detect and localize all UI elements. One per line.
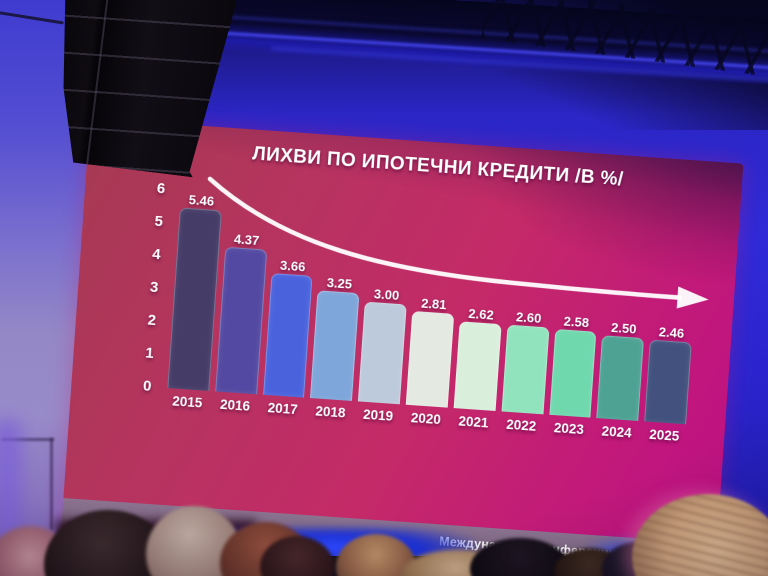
bar-2022: 2.60 2022 xyxy=(501,309,549,434)
bar-year-label: 2024 xyxy=(601,423,633,441)
speaker-panel-seam xyxy=(86,0,110,165)
y-tick-0: 0 xyxy=(142,377,153,395)
bar-year-label: 2022 xyxy=(505,416,537,434)
bar-2015: 5.46 2015 xyxy=(167,192,222,411)
bar-year-label: 2018 xyxy=(314,403,346,421)
bar-year-label: 2019 xyxy=(362,406,394,424)
bar-value-label: 4.37 xyxy=(233,231,260,248)
bar-series: 5.46 2015 4.37 2016 3.66 2017 3.25 2018 3.00 2019… xyxy=(167,191,700,444)
bar-value-label: 3.66 xyxy=(279,257,306,275)
bar-year-label: 2017 xyxy=(267,400,299,418)
bar-2018: 3.25 2018 xyxy=(310,275,360,421)
bar-2024: 2.50 2024 xyxy=(596,319,645,441)
bar-year-label: 2016 xyxy=(219,396,251,414)
bar-value-label: 3.00 xyxy=(373,286,400,303)
bar-2017: 3.66 2017 xyxy=(262,258,313,417)
bar-2025: 2.46 2025 xyxy=(644,324,692,444)
door-frame-side xyxy=(50,438,53,530)
bar-value-label: 3.25 xyxy=(326,274,353,292)
bar-2021: 2.62 2021 xyxy=(453,305,502,431)
y-tick-5: 5 xyxy=(154,212,164,231)
bar-2020: 2.81 2020 xyxy=(405,296,455,427)
bar-year-label: 2023 xyxy=(553,420,585,438)
bar-value-label: 2.58 xyxy=(563,313,590,331)
bar-year-label: 2015 xyxy=(171,393,203,411)
bar-value-label: 2.60 xyxy=(515,309,542,327)
bar-2016: 4.37 2016 xyxy=(215,231,267,414)
bar-value-label: 5.46 xyxy=(188,191,215,209)
bar-value-label: 2.46 xyxy=(658,324,685,341)
bar-year-label: 2020 xyxy=(410,410,442,428)
bar-2023: 2.58 2023 xyxy=(548,313,597,437)
bar-2019: 3.00 2019 xyxy=(358,286,407,424)
bar-value-label: 2.50 xyxy=(610,319,638,337)
y-tick-4: 4 xyxy=(151,245,162,264)
bar-year-label: 2021 xyxy=(457,413,490,431)
y-axis: 6 5 4 3 2 1 0 xyxy=(115,180,166,395)
y-tick-3: 3 xyxy=(149,278,159,297)
bar-value-label: 2.81 xyxy=(420,295,447,313)
y-tick-2: 2 xyxy=(147,311,157,330)
y-tick-1: 1 xyxy=(144,344,155,362)
bar-value-label: 2.62 xyxy=(467,305,495,323)
y-tick-6: 6 xyxy=(156,179,166,198)
door-frame-top xyxy=(2,438,54,441)
bar-year-label: 2025 xyxy=(648,426,680,444)
wall-purple-glow xyxy=(0,420,20,540)
